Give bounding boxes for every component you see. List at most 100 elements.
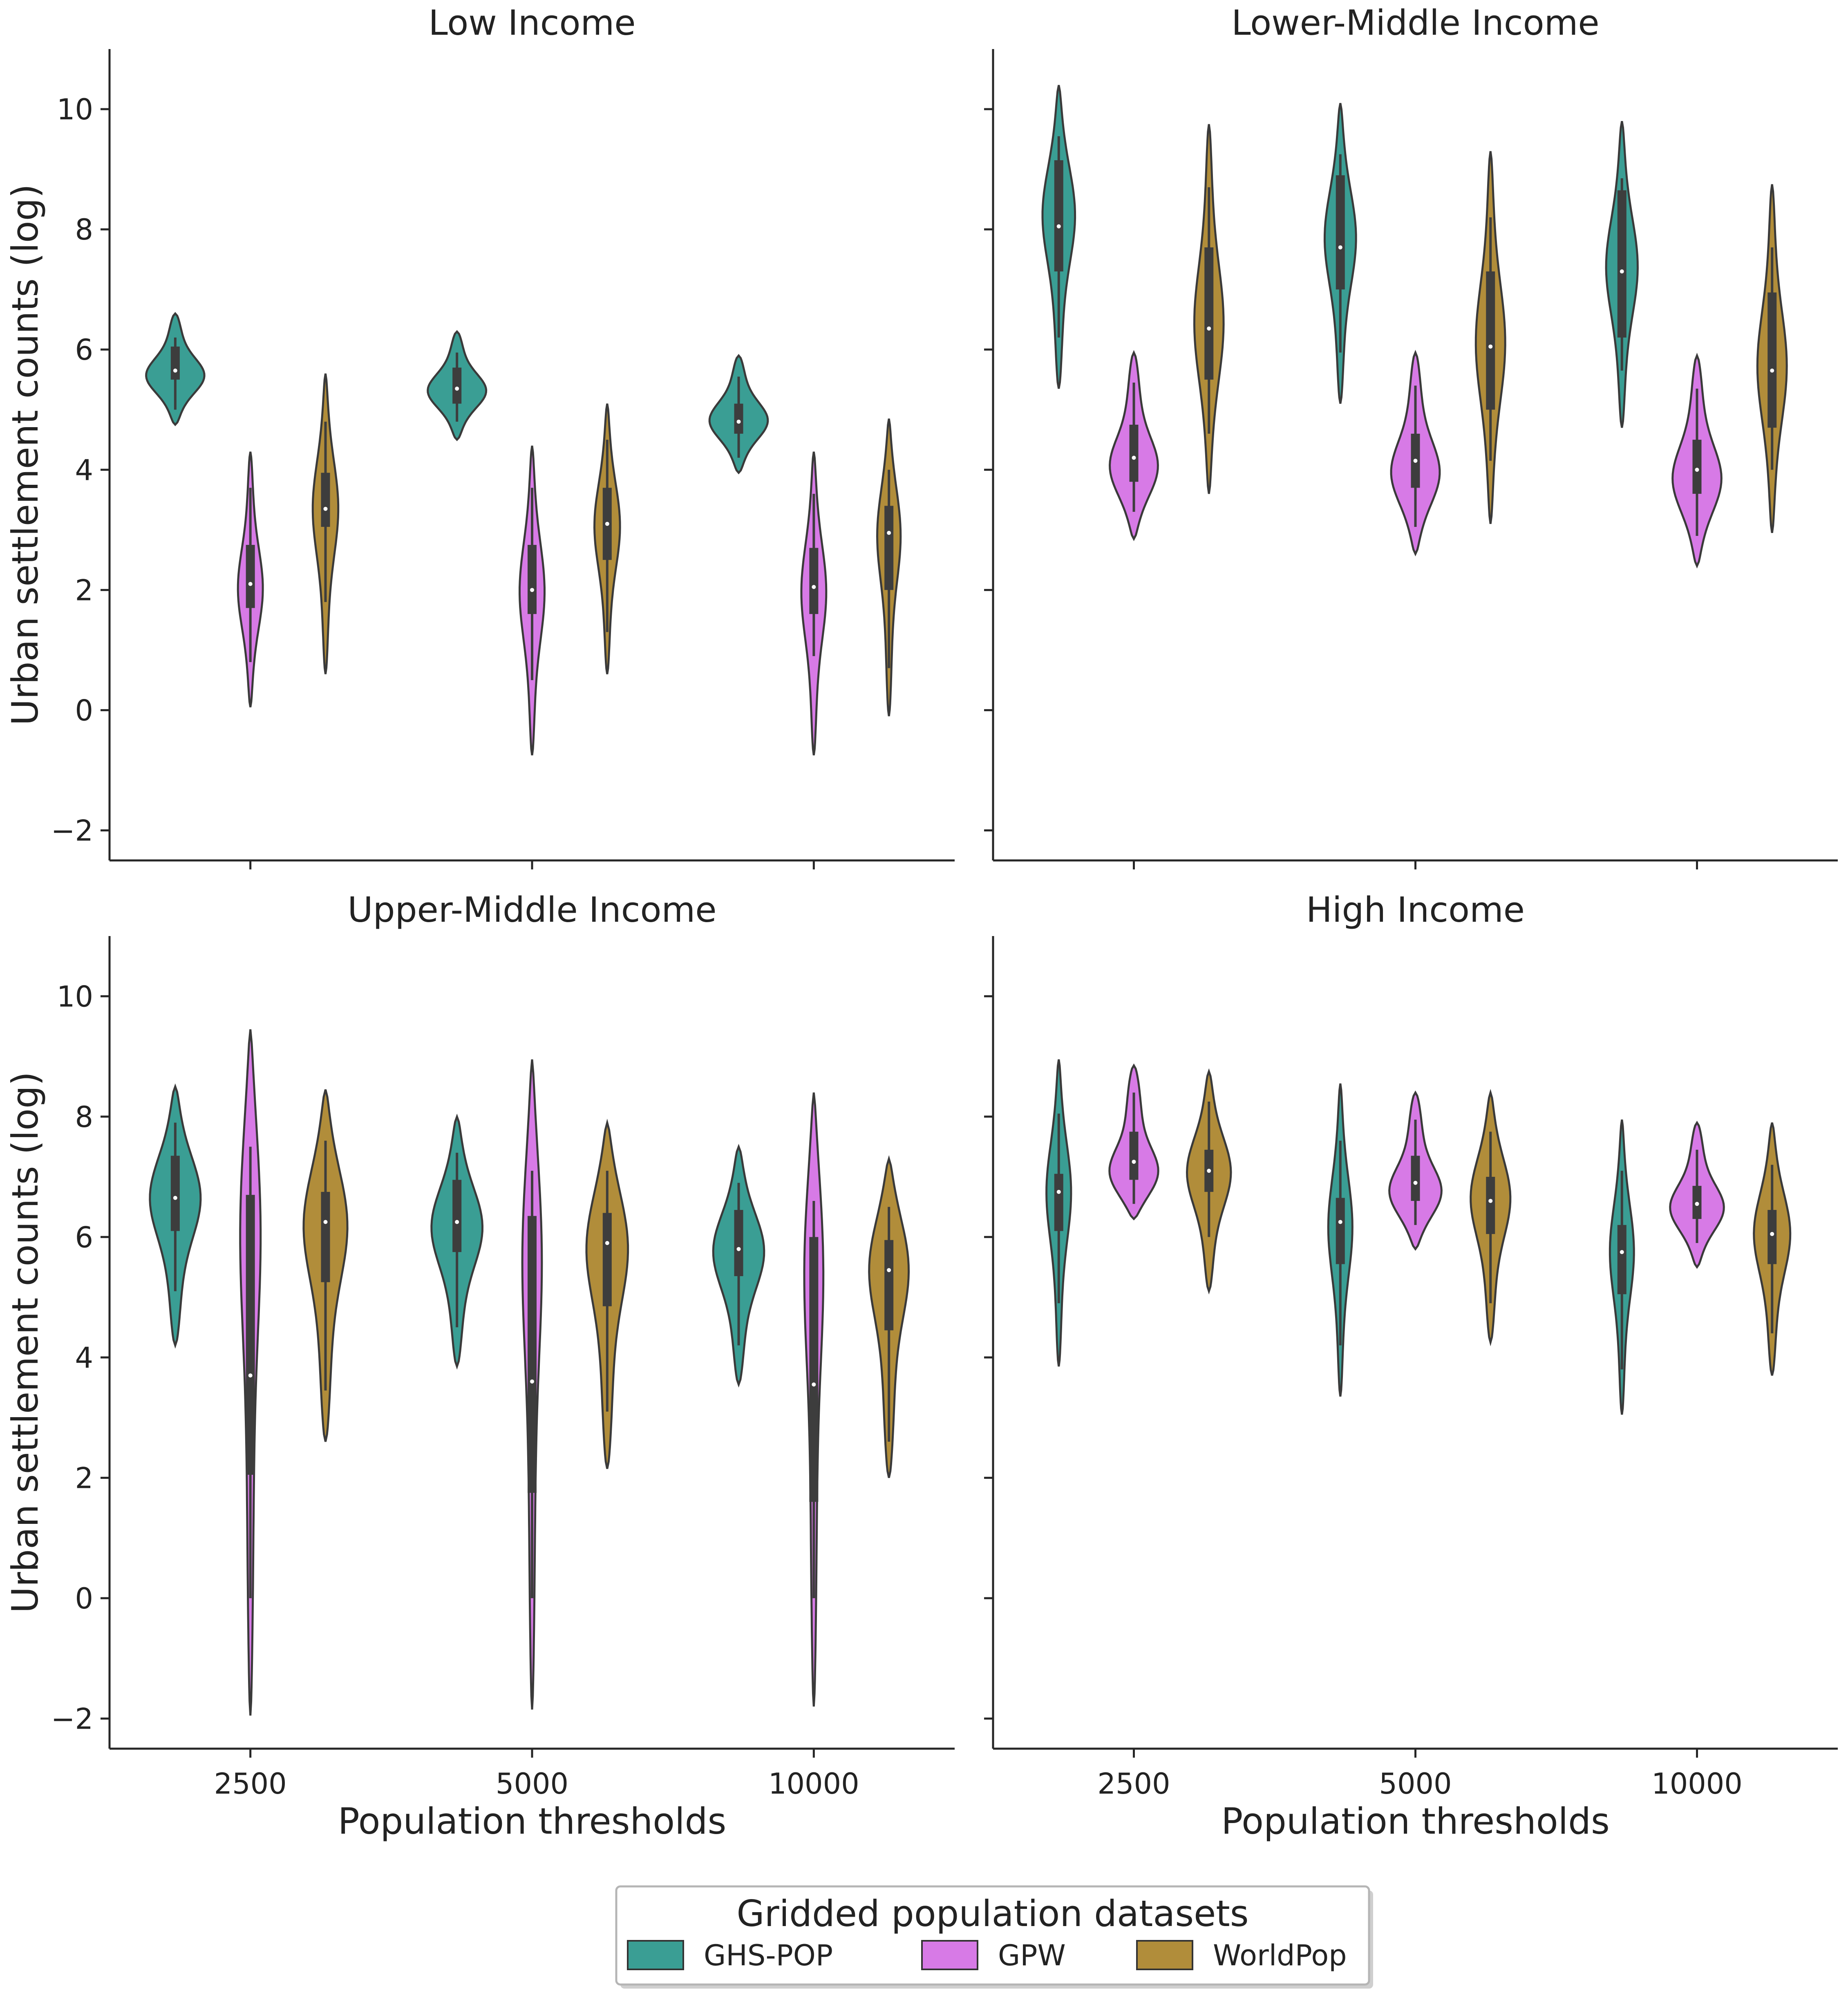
violin-median-dot bbox=[1695, 1202, 1699, 1206]
x-tick-label: 10000 bbox=[768, 1767, 859, 1801]
violin-iqr-box bbox=[246, 545, 255, 608]
violin-iqr-box bbox=[1129, 424, 1139, 482]
violin-gpw-5000 bbox=[1390, 349, 1441, 557]
violin-ghs-pop-5000 bbox=[430, 1113, 484, 1370]
violin-median-dot bbox=[248, 1373, 253, 1378]
violin-ghs-pop-10000 bbox=[1609, 1119, 1635, 1415]
violin-ghs-pop-10000 bbox=[712, 1144, 765, 1388]
legend-title: Gridded population datasets bbox=[736, 1893, 1248, 1935]
violin-iqr-box bbox=[1336, 1198, 1345, 1264]
violin-worldpop-10000 bbox=[1756, 184, 1788, 533]
violin-iqr-box bbox=[1054, 160, 1063, 272]
violin-median-dot bbox=[1207, 326, 1211, 331]
violin-worldpop-10000 bbox=[868, 1155, 910, 1478]
violin-median-dot bbox=[323, 506, 328, 511]
violin-worldpop-10000 bbox=[1753, 1122, 1792, 1376]
violin-gpw-10000 bbox=[803, 1092, 825, 1707]
violin-worldpop-5000 bbox=[585, 1118, 629, 1469]
violin-iqr-box bbox=[321, 1192, 330, 1282]
violin-gpw-10000 bbox=[1669, 1120, 1725, 1269]
violin-iqr-box bbox=[1617, 190, 1627, 338]
violin-median-dot bbox=[1620, 269, 1624, 274]
violin-ghs-pop-2500 bbox=[1045, 1059, 1072, 1367]
violin-iqr-box bbox=[884, 1240, 894, 1331]
violin-iqr-box bbox=[452, 367, 462, 404]
violin-median-dot bbox=[1132, 1160, 1136, 1164]
x-tick-label: 5000 bbox=[1379, 1767, 1452, 1801]
violin-gpw-10000 bbox=[1671, 352, 1723, 569]
violin-iqr-box bbox=[452, 1180, 462, 1252]
violin-iqr-box bbox=[1411, 1156, 1420, 1201]
legend-label-gpw: GPW bbox=[998, 1939, 1066, 1972]
violin-median-dot bbox=[1207, 1169, 1211, 1173]
violin-ghs-pop-2500 bbox=[149, 1083, 202, 1349]
violin-median-dot bbox=[736, 419, 741, 424]
panel-upper-middle-income: Upper-Middle Income −2 0 2 4 6 8 10 2500 5000 1000… bbox=[4, 890, 955, 1842]
violin-ghs-pop-2500 bbox=[145, 312, 206, 426]
violin-iqr-box bbox=[1204, 247, 1214, 380]
violin-iqr-box bbox=[170, 346, 180, 380]
violin-iqr-box bbox=[1486, 1177, 1495, 1234]
chart-panels: Low Income −2 0 2 4 6 8 10 Urban settlement coun… bbox=[4, 3, 1838, 1842]
violin-median-dot bbox=[323, 1220, 328, 1224]
violin-median-dot bbox=[1338, 245, 1342, 250]
y-tick-label: 2 bbox=[75, 573, 93, 607]
violin-iqr-box bbox=[1767, 1210, 1777, 1264]
violin-median-dot bbox=[605, 1241, 609, 1245]
x-axis-label: Population thresholds bbox=[1221, 1800, 1610, 1842]
violin-worldpop-2500 bbox=[302, 1089, 349, 1442]
y-axis-label: Urban settlement counts (log) bbox=[4, 1072, 46, 1613]
y-axis-label: Urban settlement counts (log) bbox=[4, 184, 46, 726]
violin-iqr-box bbox=[1617, 1225, 1627, 1295]
y-tick-label: −2 bbox=[51, 1702, 93, 1736]
violin-iqr-box bbox=[170, 1156, 180, 1231]
violin-ghs-pop-2500 bbox=[1041, 85, 1076, 389]
legend-label-ghs-pop: GHS-POP bbox=[704, 1939, 833, 1972]
legend-swatch-worldpop bbox=[1136, 1940, 1193, 1970]
y-tick-label: 8 bbox=[75, 213, 93, 246]
violin-median-dot bbox=[1413, 1180, 1418, 1185]
y-tick-label: 6 bbox=[75, 1221, 93, 1254]
y-tick-label: 10 bbox=[57, 93, 93, 126]
violin-iqr-box bbox=[1486, 271, 1495, 410]
violin-median-dot bbox=[1338, 1220, 1342, 1224]
violin-ghs-pop-10000 bbox=[1605, 121, 1639, 428]
violin-iqr-box bbox=[734, 403, 743, 434]
violin-median-dot bbox=[1488, 344, 1493, 349]
violin-median-dot bbox=[1695, 468, 1699, 472]
violin-iqr-box bbox=[1054, 1174, 1063, 1231]
violin-median-dot bbox=[1413, 459, 1418, 463]
violin-iqr-box bbox=[1129, 1131, 1139, 1180]
violin-iqr-box bbox=[246, 1195, 255, 1475]
panel-low-income: Low Income −2 0 2 4 6 8 10 Urban settlement coun… bbox=[4, 3, 955, 869]
violin-median-dot bbox=[887, 531, 891, 535]
violin-worldpop-2500 bbox=[1186, 1068, 1232, 1295]
violin-median-dot bbox=[530, 1379, 534, 1384]
violin-median-dot bbox=[455, 1220, 459, 1224]
violin-median-dot bbox=[605, 522, 609, 526]
panel-title: Low Income bbox=[428, 3, 635, 43]
violin-gpw-5000 bbox=[521, 1059, 543, 1710]
y-tick-label: 4 bbox=[75, 453, 93, 487]
violin-median-dot bbox=[812, 1382, 816, 1387]
x-tick-label: 2500 bbox=[1097, 1767, 1170, 1801]
violin-median-dot bbox=[1488, 1198, 1493, 1203]
violin-worldpop-5000 bbox=[1470, 1089, 1512, 1346]
panel-lower-middle-income: Lower-Middle Income bbox=[984, 3, 1838, 869]
x-axis-label: Population thresholds bbox=[338, 1800, 727, 1842]
violin-iqr-box bbox=[528, 1216, 537, 1493]
violin-gpw-2500 bbox=[237, 451, 264, 708]
violin-median-dot bbox=[530, 588, 534, 592]
violin-gpw-10000 bbox=[800, 451, 828, 756]
panel-high-income: High Income 2500 5000 10000 Population thres… bbox=[984, 890, 1838, 1842]
violin-worldpop-2500 bbox=[1193, 124, 1225, 494]
x-tick-label: 2500 bbox=[214, 1767, 287, 1801]
violin-gpw-5000 bbox=[1388, 1090, 1443, 1251]
y-tick-label: 0 bbox=[75, 694, 93, 727]
violin-median-dot bbox=[1056, 1189, 1061, 1194]
violin-worldpop-10000 bbox=[876, 418, 902, 717]
y-tick-label: 0 bbox=[75, 1582, 93, 1615]
violin-median-dot bbox=[812, 585, 816, 589]
violin-median-dot bbox=[1770, 368, 1774, 373]
